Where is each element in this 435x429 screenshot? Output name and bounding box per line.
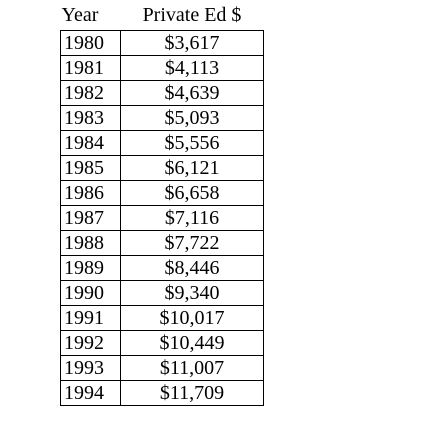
column-header-private-ed: Private Ed $	[142, 4, 242, 26]
private-ed-value-cell: $11,007	[120, 355, 264, 381]
private-ed-table: Year Private Ed $ 1980 $3,617 1981 $4,113 19…	[60, 0, 264, 406]
table-row: 1989 $8,446	[60, 255, 264, 281]
year-cell: 1988	[60, 230, 121, 256]
year-cell: 1982	[60, 80, 121, 106]
table-row: 1988 $7,722	[60, 230, 264, 256]
table-row: 1993 $11,007	[60, 355, 264, 381]
year-cell: 1989	[60, 255, 121, 281]
table-row: 1990 $9,340	[60, 280, 264, 306]
year-cell: 1981	[60, 55, 121, 81]
table-row: 1984 $5,556	[60, 130, 264, 156]
table-row: 1994 $11,709	[60, 380, 264, 406]
year-cell: 1994	[60, 380, 121, 406]
private-ed-value-cell: $10,017	[120, 305, 264, 331]
private-ed-value-cell: $7,722	[120, 230, 264, 256]
private-ed-value-cell: $10,449	[120, 330, 264, 356]
table-row: 1992 $10,449	[60, 330, 264, 356]
private-ed-value-cell: $7,116	[120, 205, 264, 231]
year-cell: 1992	[60, 330, 121, 356]
table-row: 1987 $7,116	[60, 205, 264, 231]
private-ed-value-cell: $3,617	[120, 30, 264, 56]
table-row: 1983 $5,093	[60, 105, 264, 131]
private-ed-value-cell: $5,093	[120, 105, 264, 131]
year-cell: 1993	[60, 355, 121, 381]
year-cell: 1987	[60, 205, 121, 231]
table-row: 1980 $3,617	[60, 30, 264, 56]
private-ed-value-cell: $11,709	[120, 380, 264, 406]
table-row: 1991 $10,017	[60, 305, 264, 331]
table-row: 1981 $4,113	[60, 55, 264, 81]
year-cell: 1983	[60, 105, 121, 131]
private-ed-value-cell: $6,121	[120, 155, 264, 181]
year-cell: 1986	[60, 180, 121, 206]
table-row: 1986 $6,658	[60, 180, 264, 206]
private-ed-value-cell: $4,113	[120, 55, 264, 81]
year-cell: 1990	[60, 280, 121, 306]
year-cell: 1980	[60, 30, 121, 56]
year-cell: 1984	[60, 130, 121, 156]
private-ed-value-cell: $9,340	[120, 280, 264, 306]
private-ed-value-cell: $5,556	[120, 130, 264, 156]
year-cell: 1991	[60, 305, 121, 331]
header-row: Year Private Ed $	[61, 0, 264, 31]
private-ed-value-cell: $6,658	[120, 180, 264, 206]
table-body: 1980 $3,617 1981 $4,113 1982 $4,639 1983 $5,093…	[60, 30, 264, 406]
private-ed-value-cell: $8,446	[120, 255, 264, 281]
year-cell: 1985	[60, 155, 121, 181]
column-header-year: Year	[61, 4, 99, 26]
table-row: 1982 $4,639	[60, 80, 264, 106]
table-row: 1985 $6,121	[60, 155, 264, 181]
private-ed-value-cell: $4,639	[120, 80, 264, 106]
